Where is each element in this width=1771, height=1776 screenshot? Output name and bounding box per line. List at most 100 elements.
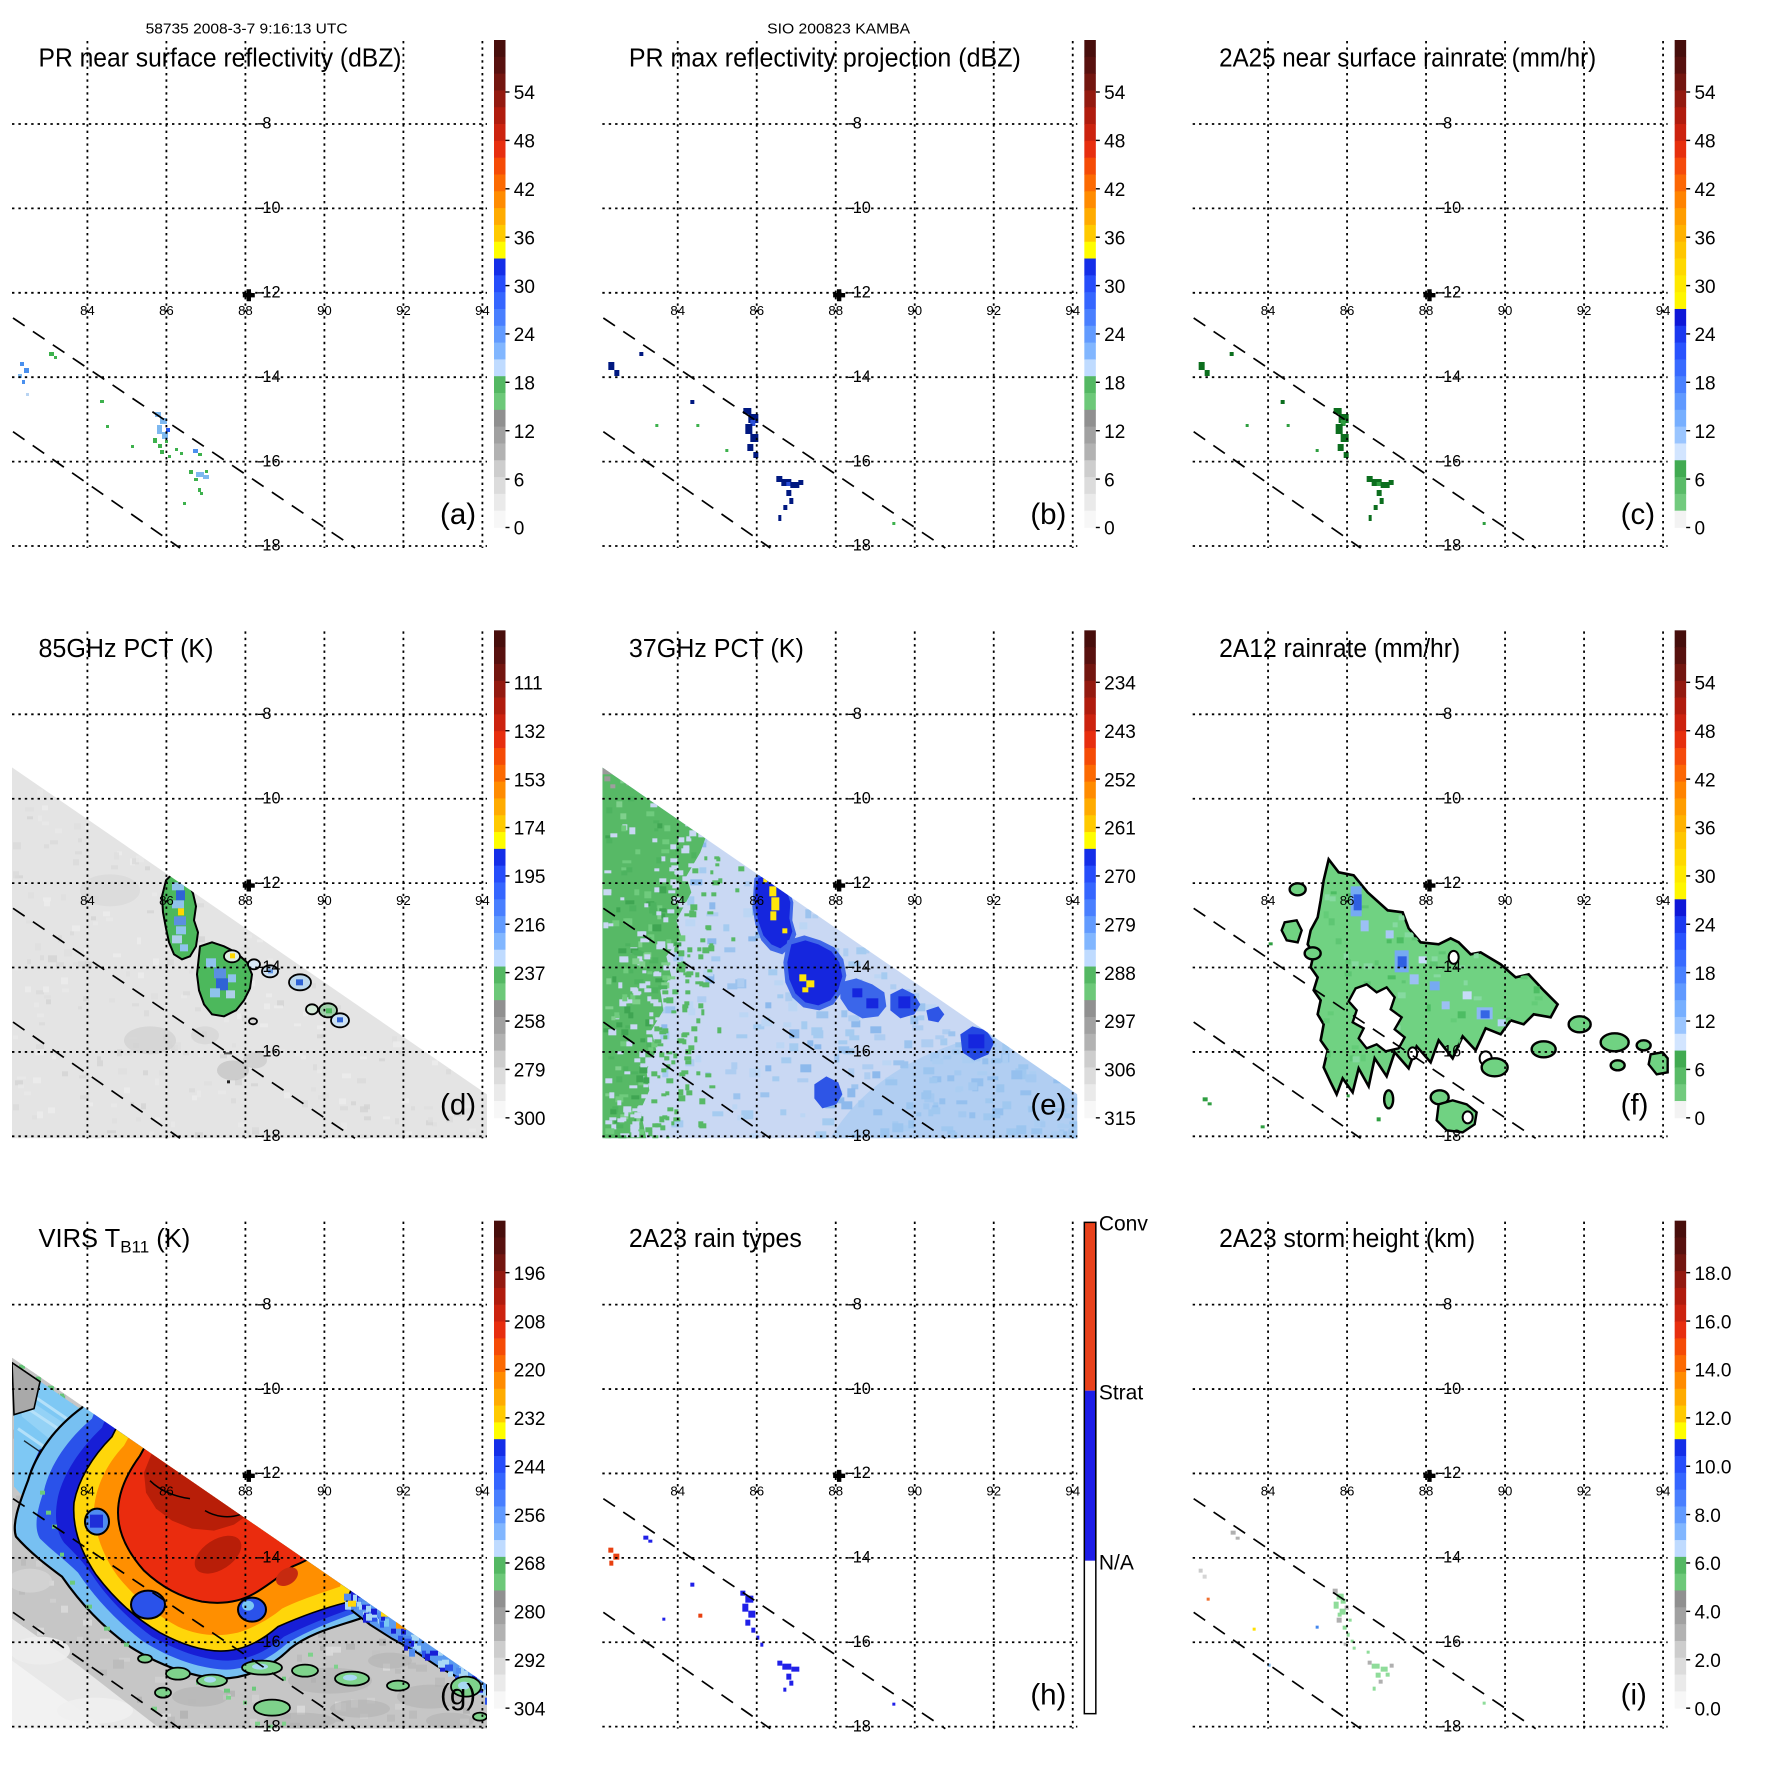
svg-text:54: 54 — [514, 83, 536, 104]
svg-text:279: 279 — [1104, 915, 1136, 936]
svg-text:86: 86 — [159, 1484, 174, 1499]
svg-text:-10: -10 — [257, 789, 281, 807]
svg-text:216: 216 — [514, 915, 546, 936]
svg-text:-10: -10 — [257, 199, 281, 217]
svg-text:-12: -12 — [847, 284, 871, 302]
svg-text:24: 24 — [1694, 325, 1716, 346]
svg-text:2A25 near surface rainrate (mm: 2A25 near surface rainrate (mm/hr) — [1219, 45, 1596, 73]
svg-text:(b): (b) — [1030, 498, 1066, 531]
svg-text:4.0: 4.0 — [1694, 1603, 1720, 1624]
svg-text:PR near surface reflectivity (: PR near surface reflectivity (dBZ) — [39, 45, 402, 73]
svg-text:84: 84 — [80, 303, 95, 318]
svg-text:90: 90 — [1498, 1484, 1513, 1499]
svg-text:258: 258 — [514, 1012, 546, 1033]
svg-text:288: 288 — [1104, 964, 1136, 985]
svg-text:88: 88 — [238, 1484, 253, 1499]
svg-text:-18: -18 — [1438, 1127, 1462, 1145]
svg-text:12: 12 — [1694, 422, 1715, 443]
svg-text:PR max reflectivity projection: PR max reflectivity projection (dBZ) — [629, 45, 1021, 73]
svg-text:-8: -8 — [257, 115, 271, 133]
svg-text:244: 244 — [514, 1457, 546, 1478]
svg-text:24: 24 — [1104, 325, 1126, 346]
svg-text:90: 90 — [1498, 893, 1513, 908]
svg-text:256: 256 — [514, 1506, 546, 1527]
svg-text:86: 86 — [1340, 303, 1355, 318]
svg-text:12: 12 — [1694, 1012, 1715, 1033]
svg-text:-8: -8 — [847, 1295, 861, 1313]
svg-text:54: 54 — [1104, 83, 1126, 104]
svg-text:84: 84 — [1261, 303, 1276, 318]
svg-text:92: 92 — [396, 1484, 411, 1499]
svg-text:18: 18 — [1104, 374, 1125, 395]
svg-text:86: 86 — [159, 893, 174, 908]
svg-text:252: 252 — [1104, 770, 1136, 791]
svg-text:37GHz PCT (K): 37GHz PCT (K) — [629, 635, 804, 663]
svg-text:0: 0 — [1104, 519, 1115, 540]
svg-text:92: 92 — [1577, 303, 1592, 318]
svg-text:-12: -12 — [1438, 284, 1462, 302]
svg-text:84: 84 — [80, 893, 95, 908]
svg-text:92: 92 — [986, 893, 1001, 908]
svg-text:48: 48 — [1104, 132, 1125, 153]
svg-text:84: 84 — [80, 1484, 95, 1499]
svg-text:-10: -10 — [847, 199, 871, 217]
svg-text:243: 243 — [1104, 722, 1136, 743]
svg-text:48: 48 — [514, 132, 535, 153]
svg-text:300: 300 — [514, 1109, 546, 1130]
svg-text:30: 30 — [1104, 277, 1125, 298]
svg-text:94: 94 — [475, 1484, 490, 1499]
svg-text:-16: -16 — [847, 452, 871, 470]
svg-text:174: 174 — [514, 819, 546, 840]
svg-text:54: 54 — [1694, 83, 1716, 104]
svg-text:-8: -8 — [1438, 115, 1452, 133]
svg-text:42: 42 — [1694, 770, 1715, 791]
svg-text:-12: -12 — [1438, 1464, 1462, 1482]
svg-text:-8: -8 — [1438, 705, 1452, 723]
svg-text:Strat: Strat — [1099, 1382, 1144, 1405]
svg-text:94: 94 — [1656, 1484, 1671, 1499]
svg-text:18.0: 18.0 — [1694, 1264, 1731, 1285]
svg-text:94: 94 — [1065, 1484, 1080, 1499]
svg-text:88: 88 — [828, 1484, 843, 1499]
svg-text:-14: -14 — [1438, 368, 1462, 386]
svg-text:-18: -18 — [257, 1717, 281, 1735]
svg-text:0: 0 — [1694, 1109, 1705, 1130]
svg-text:(g): (g) — [440, 1679, 476, 1712]
svg-text:-10: -10 — [847, 789, 871, 807]
svg-text:36: 36 — [1694, 228, 1715, 249]
svg-text:-16: -16 — [1438, 1043, 1462, 1061]
svg-text:297: 297 — [1104, 1012, 1136, 1033]
svg-text:-16: -16 — [1438, 452, 1462, 470]
svg-text:6: 6 — [514, 470, 525, 491]
svg-text:54: 54 — [1694, 674, 1716, 695]
svg-text:42: 42 — [1694, 180, 1715, 201]
svg-text:-14: -14 — [847, 958, 871, 976]
svg-text:48: 48 — [1694, 722, 1715, 743]
svg-text:268: 268 — [514, 1554, 546, 1575]
svg-text:94: 94 — [1065, 303, 1080, 318]
svg-text:86: 86 — [1340, 1484, 1355, 1499]
svg-text:18: 18 — [1694, 964, 1715, 985]
svg-text:-14: -14 — [1438, 958, 1462, 976]
svg-text:94: 94 — [1656, 893, 1671, 908]
svg-text:280: 280 — [514, 1603, 546, 1624]
svg-text:90: 90 — [317, 303, 332, 318]
svg-text:16.0: 16.0 — [1694, 1312, 1731, 1333]
svg-text:220: 220 — [514, 1361, 546, 1382]
svg-text:24: 24 — [1694, 915, 1716, 936]
svg-text:90: 90 — [907, 303, 922, 318]
svg-text:-8: -8 — [847, 705, 861, 723]
svg-text:315: 315 — [1104, 1109, 1136, 1130]
svg-text:92: 92 — [396, 303, 411, 318]
svg-text:-10: -10 — [257, 1380, 281, 1398]
svg-text:88: 88 — [1419, 1484, 1434, 1499]
svg-text:(c): (c) — [1621, 498, 1655, 531]
svg-text:-16: -16 — [847, 1043, 871, 1061]
svg-text:92: 92 — [986, 303, 1001, 318]
svg-text:-18: -18 — [257, 1127, 281, 1145]
svg-text:30: 30 — [1694, 277, 1715, 298]
svg-text:85GHz PCT (K): 85GHz PCT (K) — [39, 635, 214, 663]
svg-text:-16: -16 — [257, 1633, 281, 1651]
svg-text:36: 36 — [1694, 819, 1715, 840]
svg-text:-10: -10 — [1438, 1380, 1462, 1398]
